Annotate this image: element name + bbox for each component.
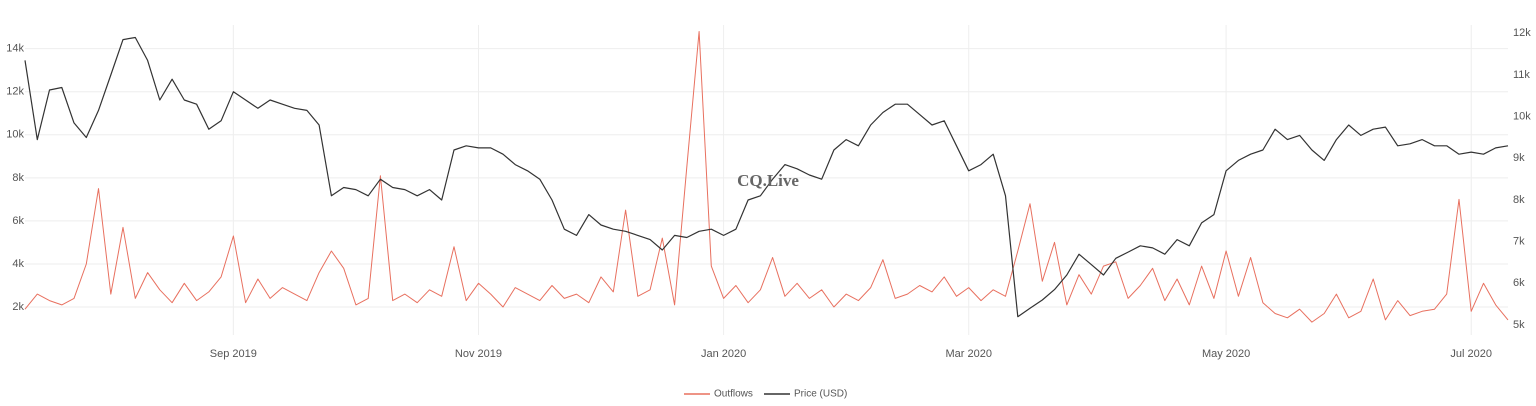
y-tick-label: 6k <box>12 215 24 227</box>
x-tick-label: Jan 2020 <box>701 348 746 360</box>
y2-tick-label: 10k <box>1513 111 1531 123</box>
legend-label: Outflows <box>714 389 753 400</box>
legend: Outflows Price (USD) <box>684 389 847 400</box>
watermark: CQ.Live <box>737 171 799 190</box>
legend-label: Price (USD) <box>794 389 847 400</box>
series-line <box>24 31 1509 323</box>
y2-tick-label: 6k <box>1513 277 1525 289</box>
y-tick-label: 4k <box>12 258 24 270</box>
y2-tick-label: 9k <box>1513 152 1525 164</box>
x-tick-label: Mar 2020 <box>945 348 991 360</box>
y2-tick-label: 8k <box>1513 194 1525 206</box>
plot-area: 2k 4k 6k 8k 10k 12k 14k 5k 6k 7k 8k 9k 10k 11k 12k Sep … <box>6 25 1531 400</box>
x-tick-label: May 2020 <box>1202 348 1250 360</box>
series-line <box>24 36 1509 318</box>
y2-tick-label: 12k <box>1513 27 1531 39</box>
y-tick-label: 10k <box>6 129 24 141</box>
x-tick-label: Jul 2020 <box>1450 348 1492 360</box>
y2-tick-label: 5k <box>1513 319 1525 331</box>
y2-tick-label: 7k <box>1513 236 1525 248</box>
x-tick-label: Nov 2019 <box>455 348 502 360</box>
y-tick-label: 12k <box>6 86 24 98</box>
y-tick-label: 2k <box>12 301 24 313</box>
x-tick-label: Sep 2019 <box>210 348 257 360</box>
y-tick-label: 8k <box>12 172 24 184</box>
y2-tick-label: 11k <box>1513 69 1530 81</box>
y-tick-label: 14k <box>6 43 24 55</box>
